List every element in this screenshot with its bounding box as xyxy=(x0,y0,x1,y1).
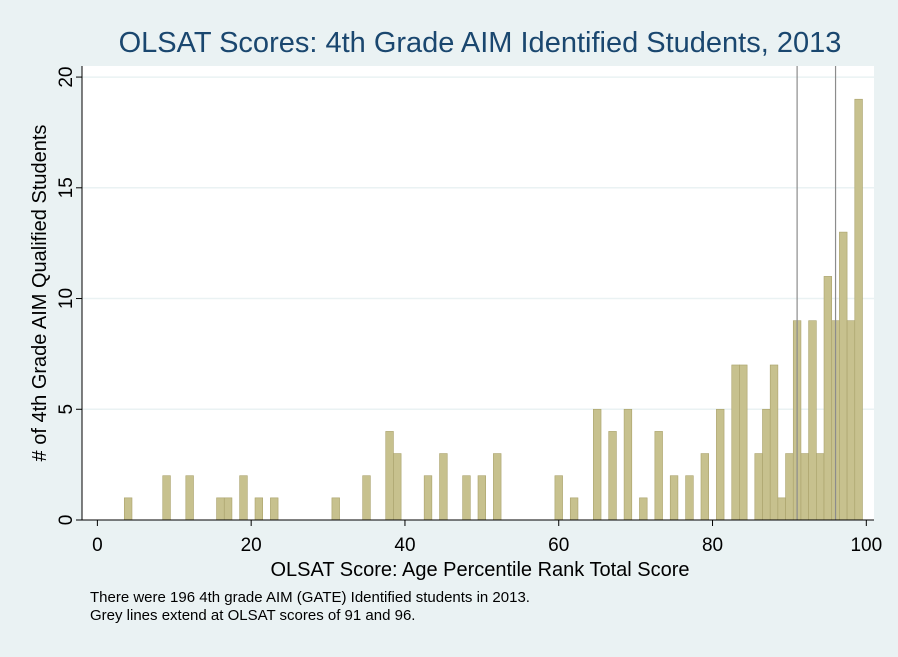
reference-lines xyxy=(796,66,837,520)
y-axis-title: # of 4th Grade AIM Qualified Students xyxy=(29,125,51,462)
bar xyxy=(785,453,794,521)
bar xyxy=(362,475,371,521)
bar xyxy=(816,453,825,521)
chart-notes: There were 196 4th grade AIM (GATE) Iden… xyxy=(90,589,530,624)
bars xyxy=(123,98,863,521)
bar xyxy=(731,364,740,521)
y-tick-label: 5 xyxy=(56,404,77,415)
bar xyxy=(754,453,763,521)
plot-area xyxy=(82,66,874,520)
bar xyxy=(462,475,471,521)
x-tick-label: 40 xyxy=(394,535,415,556)
bar xyxy=(800,453,809,521)
bar xyxy=(608,431,617,521)
bar xyxy=(623,408,633,521)
note-line-2: Grey lines extend at OLSAT scores of 91 … xyxy=(90,607,415,624)
bar xyxy=(270,497,279,521)
bar xyxy=(254,497,263,521)
chart-title: OLSAT Scores: 4th Grade AIM Identified S… xyxy=(119,27,842,59)
bar xyxy=(593,408,602,521)
bar xyxy=(493,453,502,521)
bar xyxy=(762,408,771,521)
x-tick-label: 20 xyxy=(241,535,262,556)
bar xyxy=(769,364,779,521)
bar xyxy=(669,475,679,521)
bar xyxy=(185,475,194,521)
note-line-1: There were 196 4th grade AIM (GATE) Iden… xyxy=(90,589,530,606)
bar xyxy=(554,475,563,521)
bar xyxy=(846,320,856,521)
bar xyxy=(477,475,486,521)
x-tick-label: 0 xyxy=(92,535,103,556)
bar xyxy=(739,364,748,521)
bar xyxy=(839,231,848,521)
y-tick-label: 20 xyxy=(56,67,77,88)
bar xyxy=(569,497,579,521)
axes: 0 5 10 15 20 0 20 40 60 80 100 xyxy=(56,66,882,556)
bar xyxy=(385,431,394,521)
y-tick-label: 0 xyxy=(56,515,77,526)
bar xyxy=(808,320,817,521)
bar xyxy=(393,453,402,521)
bar xyxy=(423,475,433,521)
x-tick-label: 80 xyxy=(702,535,723,556)
bar xyxy=(331,497,340,521)
bar xyxy=(700,453,709,521)
bar xyxy=(223,497,233,521)
bar xyxy=(123,497,133,521)
bar xyxy=(716,408,725,521)
x-tick-label: 60 xyxy=(548,535,569,556)
bar xyxy=(854,98,863,521)
bar xyxy=(823,276,833,521)
bar xyxy=(654,431,663,521)
y-tick-label: 15 xyxy=(56,177,77,198)
bar xyxy=(162,475,171,521)
bar xyxy=(439,453,448,521)
bar xyxy=(239,475,248,521)
bar xyxy=(216,497,225,521)
x-tick-label: 100 xyxy=(850,535,882,556)
y-tick-label: 10 xyxy=(56,288,77,309)
bar xyxy=(777,497,786,521)
bar xyxy=(685,475,694,521)
bar xyxy=(639,497,648,521)
x-axis-title: OLSAT Score: Age Percentile Rank Total S… xyxy=(270,559,689,581)
